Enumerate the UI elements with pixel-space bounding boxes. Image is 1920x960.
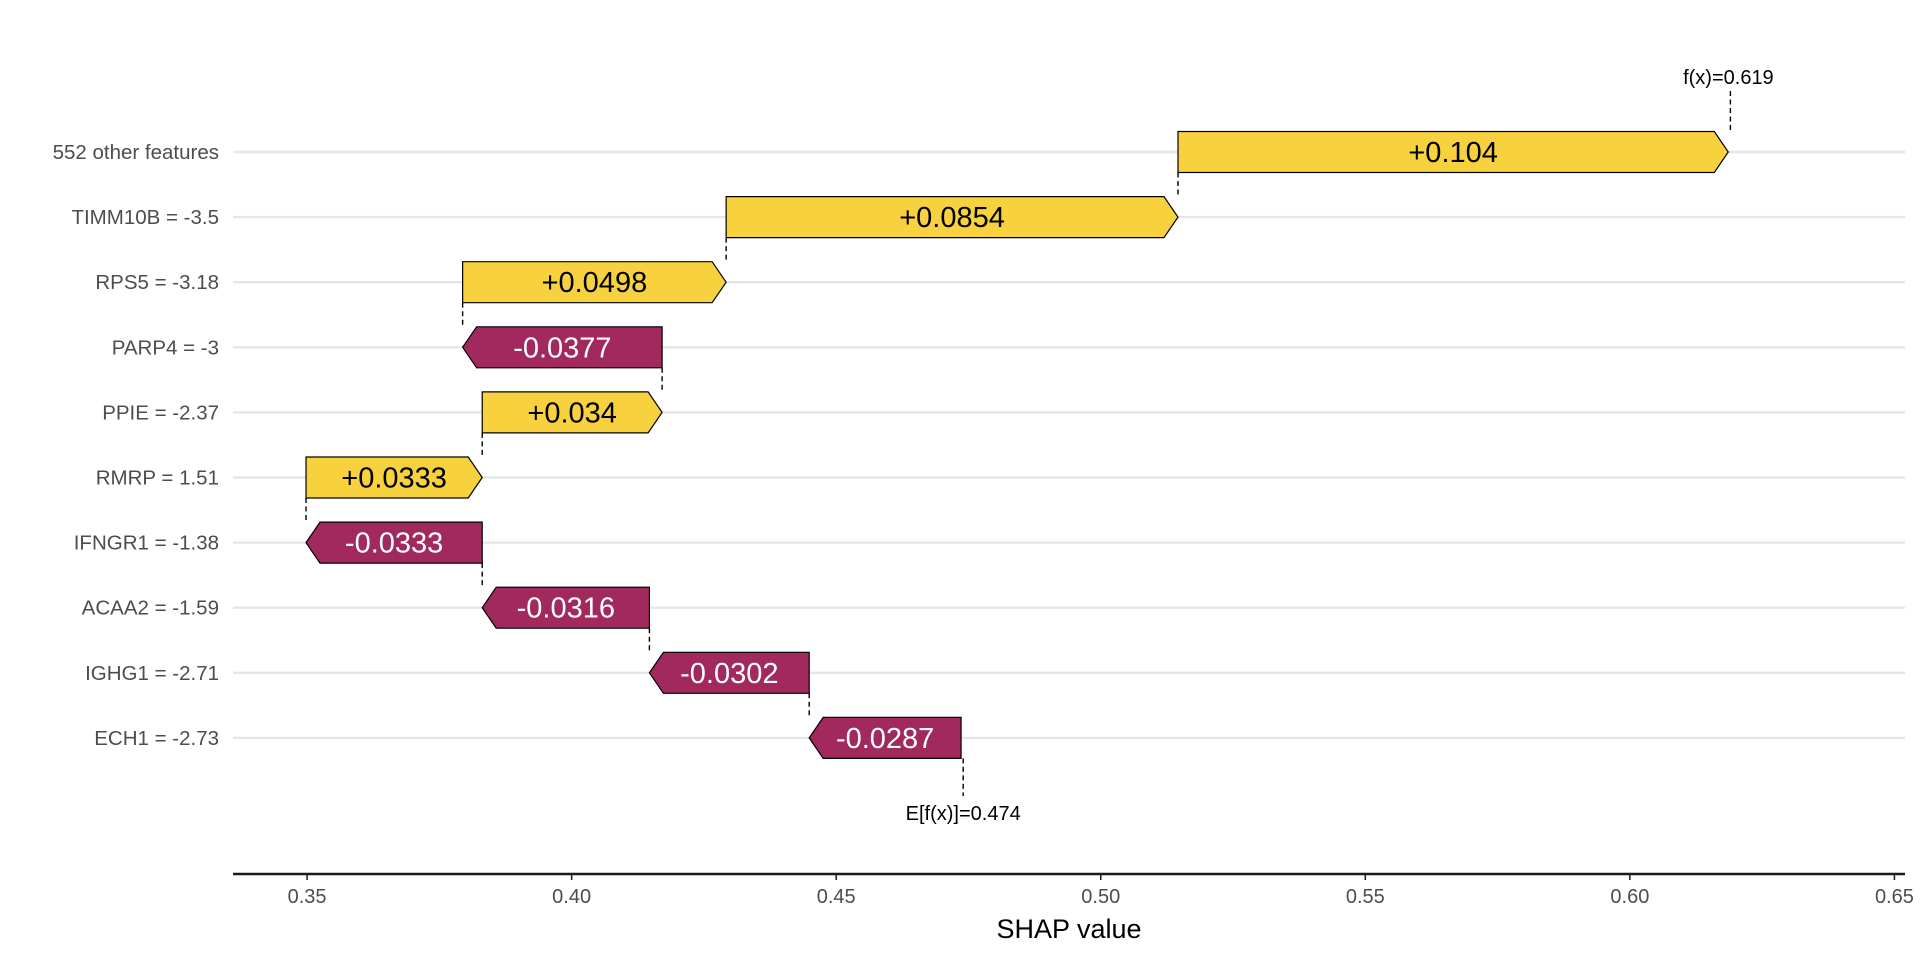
feature-label: IFNGR1 = -1.38 bbox=[74, 532, 219, 555]
waterfall-bar bbox=[461, 326, 663, 369]
feature-label: TIMM10B = -3.5 bbox=[71, 206, 219, 229]
bar-value-label: +0.0333 bbox=[341, 463, 447, 495]
x-tick-label: 0.45 bbox=[817, 886, 856, 908]
waterfall-bar bbox=[481, 391, 663, 434]
grid-lines bbox=[233, 150, 1905, 740]
waterfall-bar bbox=[305, 521, 483, 564]
waterfall-bar bbox=[481, 586, 651, 629]
bar-value-label: -0.0333 bbox=[345, 528, 443, 560]
feature-labels: 552 other features TIMM10B = -3.5 RPS5 = -… bbox=[53, 141, 219, 750]
x-tick-label: 0.65 bbox=[1875, 886, 1914, 908]
feature-label: PARP4 = -3 bbox=[112, 336, 219, 359]
bar-value-label: +0.034 bbox=[527, 397, 617, 429]
x-tick-label: 0.40 bbox=[552, 886, 591, 908]
bar-value-label: -0.0377 bbox=[513, 332, 611, 364]
x-tick-label: 0.55 bbox=[1346, 886, 1385, 908]
feature-label: ECH1 = -2.73 bbox=[94, 727, 219, 750]
feature-label: 552 other features bbox=[53, 141, 219, 164]
bar-value-label: +0.0854 bbox=[899, 202, 1005, 234]
x-tick-label: 0.60 bbox=[1610, 886, 1649, 908]
final-value-label: f(x)=0.619 bbox=[1683, 67, 1774, 89]
waterfall-bar bbox=[1177, 130, 1730, 174]
waterfall-bar bbox=[305, 456, 483, 499]
waterfall-bar bbox=[462, 261, 727, 304]
feature-label: RPS5 = -3.18 bbox=[95, 271, 219, 294]
base-value-label: E[f(x)]=0.474 bbox=[906, 803, 1021, 825]
bar-value-label: -0.0287 bbox=[836, 723, 934, 755]
waterfall-bar bbox=[725, 196, 1179, 239]
x-tick-label: 0.35 bbox=[288, 886, 327, 908]
x-axis-title: SHAP value bbox=[996, 914, 1141, 944]
feature-label: PPIE = -2.37 bbox=[102, 401, 219, 424]
feature-label: IGHG1 = -2.71 bbox=[85, 662, 219, 685]
x-tick-label: 0.50 bbox=[1081, 886, 1120, 908]
bar-value-label: +0.0498 bbox=[542, 267, 648, 299]
bars: +0.104 +0.0854 +0.0498 -0.0377 +0.034 +0.0333… bbox=[305, 130, 1730, 759]
feature-label: RMRP = 1.51 bbox=[96, 467, 219, 490]
bar-value-label: -0.0302 bbox=[680, 658, 778, 690]
x-axis: 0.35 0.40 0.45 0.50 0.55 0.60 0.65 bbox=[233, 872, 1914, 908]
connectors bbox=[305, 91, 1732, 796]
waterfall-bar bbox=[648, 651, 810, 694]
bar-value-label: +0.104 bbox=[1408, 137, 1498, 169]
feature-label: ACAA2 = -1.59 bbox=[82, 597, 219, 620]
waterfall-bar bbox=[808, 716, 962, 759]
bar-value-label: -0.0316 bbox=[517, 593, 615, 625]
